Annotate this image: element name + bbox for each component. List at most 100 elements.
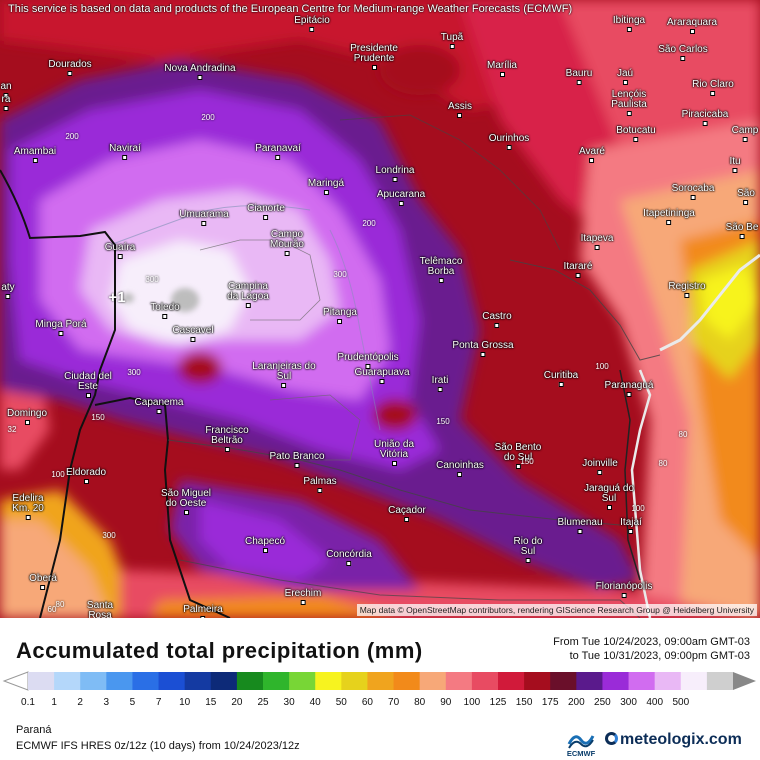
colorbar-swatch [263, 672, 290, 690]
colorbar-swatch [132, 672, 160, 690]
map-attribution[interactable]: Map data © OpenStreetMap contributors, r… [356, 604, 757, 616]
precipitation-field [0, 0, 760, 618]
city-navirai: Naviraí [109, 144, 141, 160]
city-canoinhas: Canoinhas [436, 461, 484, 477]
colorbar-tick-label: 2 [77, 697, 83, 708]
city-dot-icon [457, 113, 463, 118]
city-dot-icon [621, 593, 627, 598]
city-domingo: Domingo [7, 409, 47, 425]
colorbar-tick-label: 15 [205, 697, 217, 708]
city-eldorado: Eldorado [66, 468, 106, 484]
city-dot-icon [391, 461, 397, 466]
city-registro: Registro [668, 282, 706, 298]
colorbar-tick-label: 60 [361, 697, 373, 708]
city-dot-icon [162, 314, 168, 319]
city-epitacio: Epitácio [294, 16, 330, 32]
ecmwf-disclaimer: This service is based on data and produc… [8, 3, 573, 15]
colorbar-swatch [341, 672, 368, 690]
precipitation-map[interactable]: This service is based on data and produc… [0, 0, 760, 618]
city-dot-icon [404, 517, 410, 522]
colorbar-tick-label: 200 [567, 697, 585, 708]
city-campina-da-lagoa: Campina da Lagoa [225, 282, 271, 308]
colorbar-swatch [471, 672, 499, 690]
ecmwf-logo[interactable]: ECMWF [563, 730, 599, 758]
city-dot-icon [449, 44, 455, 49]
city-dot-icon [309, 27, 315, 32]
contour-label: 80 [658, 459, 668, 468]
colorbar-swatch [28, 672, 55, 690]
contour-label: 60 [47, 605, 57, 614]
colorbar-swatch [419, 672, 447, 690]
colorbar-tick-label: 3 [103, 697, 110, 708]
city-dot-icon [83, 479, 89, 484]
city-londrina: Londrina [376, 166, 414, 182]
legend-panel: Accumulated total precipitation (mm) Fro… [0, 618, 760, 760]
colorbar-swatch [524, 672, 551, 690]
colorbar-swatch [654, 672, 682, 690]
city-dot-icon [702, 121, 708, 126]
colorbar-swatch [602, 672, 630, 690]
city-minga-pora: Minga Porá [35, 320, 87, 336]
colorbar-tick-label: 90 [440, 697, 452, 708]
colorbar-tick-label: 175 [541, 697, 559, 708]
city-dot-icon [690, 195, 696, 200]
contour-label: 150 [91, 413, 105, 422]
city-dot-icon [122, 155, 128, 160]
city-castro: Castro [482, 312, 512, 328]
city-dot-icon [284, 251, 290, 256]
meteologix-ring-icon [605, 732, 618, 745]
city-botucatu: Botucatu [616, 126, 656, 142]
colorbar-swatch [289, 672, 316, 690]
city-dot-icon [480, 352, 486, 357]
city-presidente-prudente: Presidente Prudente [345, 44, 403, 70]
city-dot-icon [577, 529, 583, 534]
colorbar-tick-label: 400 [646, 697, 664, 708]
colorbar-tick-label: 0.1 [21, 697, 35, 708]
colorbar-tick-label: 30 [283, 697, 295, 708]
city-ourinhos: Ourinhos [489, 134, 529, 150]
city-capanema: Capanema [135, 398, 183, 414]
meteologix-brand: meteologix.com [620, 731, 742, 748]
city-paranavai: Paranavaí [255, 144, 301, 160]
colorbar-swatch [236, 672, 264, 690]
city-dot-icon [457, 472, 463, 477]
city-dot-icon [156, 409, 162, 414]
date-from: From Tue 10/24/2023, 09:00am GMT-03 [553, 636, 750, 648]
city-dot-icon [32, 158, 38, 163]
city-uniao-da-vitoria: União da Vitória [365, 440, 423, 466]
city-marilia: Marília [487, 61, 517, 77]
city-dot-icon [58, 331, 64, 336]
city-curitiba: Curitiba [544, 371, 578, 387]
colorbar-tick-label: 80 [414, 697, 426, 708]
city-erechim: Erechim [285, 589, 321, 605]
city-dot-icon [438, 278, 444, 283]
contour-label: 100 [51, 470, 65, 479]
colorbar-swatch [184, 672, 212, 690]
city-dot-icon [710, 91, 716, 96]
city-rio-claro: Rio Claro [692, 80, 734, 96]
contour-label: 200 [65, 132, 79, 141]
city-chapeco: Chapecó [245, 537, 285, 553]
city-dot-icon [594, 245, 600, 250]
colorbar-swatch [706, 672, 734, 690]
city-dot-icon [183, 510, 189, 515]
city-dot-icon [628, 529, 634, 534]
city-dourados: Dourados [48, 60, 92, 76]
colorbar-swatch [498, 672, 525, 690]
city-dot-icon [3, 106, 9, 111]
city-dot-icon [201, 221, 207, 226]
city-apucarana: Apucarana [377, 190, 425, 206]
colorbar-swatch [210, 672, 238, 690]
city-francisco-beltrao: Francisco Beltrão [201, 426, 253, 452]
city-sao-carlos: São Carlos [658, 45, 708, 61]
contour-label: 300 [102, 531, 116, 540]
colorbar-tick-label: 20 [231, 697, 243, 708]
city-campo-mourao: Campo Mourão [270, 230, 305, 256]
model-info: ECMWF IFS HRES 0z/12z (10 days) from 10/… [16, 740, 300, 752]
contour-label: 100 [631, 504, 645, 513]
meteologix-logo[interactable]: meteologix.com [605, 731, 742, 749]
city-maringa: Maringá [308, 179, 344, 195]
city-guaira: Guaíra [105, 243, 135, 259]
city-telemaco-borba: Telêmaco Borba [418, 257, 464, 283]
city-palmeira: Palmeira [183, 605, 223, 618]
